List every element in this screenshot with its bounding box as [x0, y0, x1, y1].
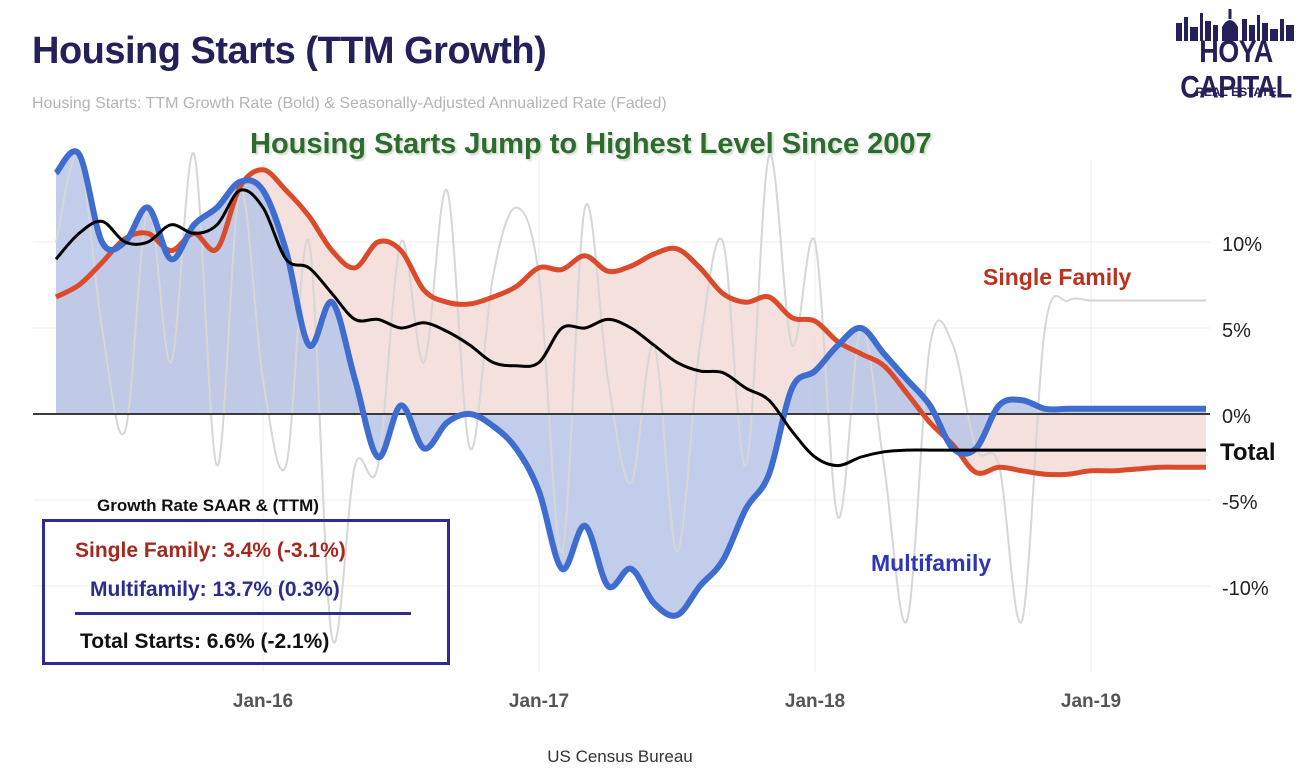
- fill-layer: [56, 151, 1206, 616]
- skyline-icon: [1176, 9, 1294, 41]
- chart-title: Housing Starts (TTM Growth): [32, 30, 547, 72]
- legend-total: Total Starts: 6.6% (-2.1%): [80, 630, 330, 653]
- legend-divider: [75, 612, 411, 615]
- saar-line: [55, 152, 1206, 644]
- multifamily-area: [56, 151, 1206, 616]
- single-family-label: Single Family: [983, 264, 1131, 290]
- legend-multifamily: Multifamily: 13.7% (0.3%): [90, 578, 340, 601]
- total-label: Total: [1220, 439, 1276, 466]
- logo-sub-text: REAL ESTATE: [1195, 85, 1277, 99]
- legend-heading: Growth Rate SAAR & (TTM): [97, 496, 319, 515]
- chart-subtitle: Housing Starts: TTM Growth Rate (Bold) &…: [32, 95, 667, 112]
- x-tick-label: Jan-17: [509, 691, 569, 712]
- x-tick-label: Jan-19: [1061, 691, 1121, 712]
- x-tick-label: Jan-18: [785, 691, 845, 712]
- logo-main-text: HOYA CAPITAL: [1180, 34, 1292, 105]
- y-tick-label: 0%: [1222, 406, 1251, 428]
- multifamily-label: Multifamily: [871, 550, 991, 576]
- source-note: US Census Bureau: [547, 747, 693, 766]
- x-tick-label: Jan-16: [233, 691, 293, 712]
- headline-callout: Housing Starts Jump to Highest Level Sin…: [250, 128, 932, 160]
- y-tick-label: -10%: [1222, 578, 1269, 600]
- line-layer: [33, 148, 1210, 644]
- label-layer: 10% 5% 0% -5% -10% Jan-16 Jan-17 Jan-18 Jan-19 Si…: [233, 234, 1276, 712]
- hoya-capital-logo: HOYA CAPITAL REAL ESTATE: [1172, 5, 1300, 105]
- total-line: [54, 188, 1206, 468]
- multifamily-line: [53, 148, 1206, 619]
- y-tick-label: 5%: [1222, 320, 1251, 342]
- legend-box: Single Family: 3.4% (-3.1%) Multifamily:…: [42, 519, 450, 665]
- y-tick-label: -5%: [1222, 492, 1258, 514]
- legend-single-family: Single Family: 3.4% (-3.1%): [75, 539, 346, 562]
- y-tick-label: 10%: [1222, 234, 1262, 256]
